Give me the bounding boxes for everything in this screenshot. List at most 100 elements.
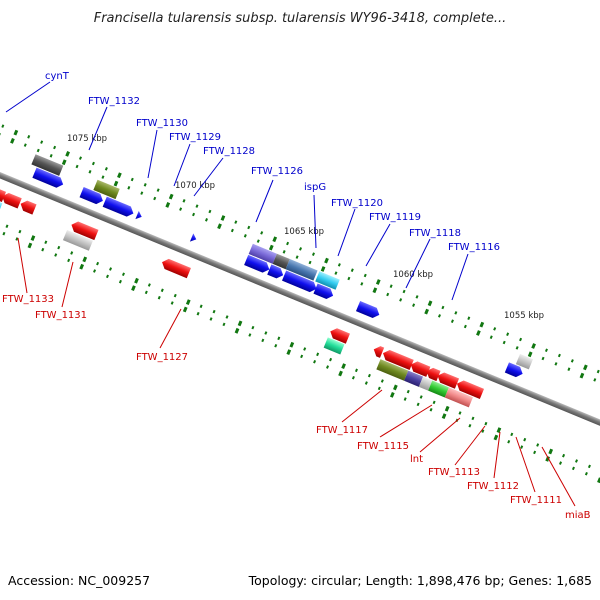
gene-forward-gray[interactable]	[515, 353, 533, 370]
gene-label[interactable]: miaB	[565, 510, 591, 521]
gene-label[interactable]: FTW_1126	[251, 166, 303, 177]
scale-dot	[182, 199, 186, 203]
gene-ftw1120[interactable]	[272, 253, 290, 270]
gene-ftw1116[interactable]	[355, 300, 381, 320]
scale-dot	[248, 333, 252, 337]
scale-dot	[587, 464, 591, 469]
gene-label[interactable]: FTW_1118	[409, 228, 461, 239]
gene-label[interactable]: FTW_1111	[510, 495, 562, 506]
gene-label[interactable]: FTW_1128	[203, 146, 255, 157]
scale-dot	[337, 263, 341, 267]
gene-reverse-red-9[interactable]	[435, 371, 460, 389]
gene-reverse-red-3[interactable]	[18, 199, 37, 215]
scale-dot	[389, 284, 393, 288]
gene-label[interactable]: FTW_1113	[428, 467, 480, 478]
scale-dot	[247, 225, 251, 230]
gene-label[interactable]: FTW_1131	[35, 310, 87, 321]
scale-dot	[104, 167, 108, 171]
tick-label: 1055 kbp	[504, 311, 544, 321]
gene-ftw1131-red[interactable]	[69, 220, 99, 241]
gene-forward-blue-2[interactable]	[79, 187, 105, 206]
gene-label[interactable]: FTW_1127	[136, 352, 188, 363]
gene-forward-blue-1[interactable]	[32, 167, 65, 190]
gene-reverse-red-4[interactable]	[328, 326, 350, 344]
gene-label[interactable]: lnt	[410, 454, 423, 465]
gene-label[interactable]: FTW_1119	[369, 212, 421, 223]
scale-dot	[286, 349, 292, 356]
gene-reverse-red-2[interactable]	[0, 191, 22, 209]
scale-dot	[261, 338, 265, 343]
scale-dot	[389, 391, 395, 398]
scale-dot	[489, 335, 493, 339]
gene-ftw1133[interactable]	[0, 201, 3, 214]
scale-dot	[272, 236, 278, 243]
scale-dot	[222, 322, 226, 327]
gene-forward-blue-8[interactable]	[282, 270, 319, 295]
gene-forward-blue-9[interactable]	[313, 283, 335, 300]
gene-ftw1115[interactable]	[376, 359, 409, 381]
scale-dot	[41, 247, 45, 252]
scale-dot	[493, 434, 499, 441]
scale-dot	[118, 279, 122, 284]
gene-ftw1118[interactable]	[315, 271, 340, 290]
gene-ftw1131[interactable]	[62, 229, 94, 251]
scale-dot	[444, 405, 450, 412]
scale-dot	[308, 260, 312, 265]
gene-ftw1132[interactable]	[31, 154, 64, 176]
gene-label[interactable]: FTW_1130	[136, 118, 188, 129]
gene-reverse-red-5[interactable]	[372, 344, 385, 358]
gene-label[interactable]: FTW_1120	[331, 198, 383, 209]
gene-label[interactable]: FTW_1133	[2, 294, 54, 305]
gene-label[interactable]: FTW_1129	[169, 132, 221, 143]
gene-forward-blue-5[interactable]	[189, 233, 198, 243]
gene-ftw1113[interactable]	[418, 376, 433, 391]
gene-label[interactable]: FTW_1112	[467, 481, 519, 492]
scale-dot	[350, 268, 354, 272]
scale-dot	[225, 315, 229, 319]
gene-reverse-red-8[interactable]	[424, 366, 441, 382]
scale-dot	[311, 252, 315, 256]
scale-dot	[429, 407, 433, 412]
scale-dot	[1, 124, 5, 128]
map-tilted	[0, 124, 600, 484]
scale-dot	[467, 316, 471, 320]
gene-lnt[interactable]	[404, 370, 424, 387]
scale-dot	[82, 256, 88, 263]
gene-forward-blue-4[interactable]	[135, 210, 143, 221]
gene-label[interactable]: FTW_1115	[357, 441, 409, 452]
gene-ftw1119[interactable]	[285, 259, 318, 281]
scale-dot	[212, 309, 216, 314]
gene-reverse-red-7[interactable]	[409, 359, 431, 377]
scale-dot	[170, 301, 174, 305]
gene-ftw1127[interactable]	[160, 257, 191, 279]
scale-dot	[2, 231, 6, 236]
gene-label[interactable]: ispG	[304, 182, 326, 193]
scale-dot	[130, 177, 134, 182]
gene-reverse-red-10[interactable]	[455, 379, 485, 400]
gene-label[interactable]: FTW_1116	[448, 242, 500, 253]
scale-dot	[432, 400, 436, 405]
gene-ftw1117[interactable]	[323, 337, 345, 355]
scale-dot	[596, 369, 600, 374]
gene-label[interactable]: FTW_1117	[316, 425, 368, 436]
gene-forward-blue-10[interactable]	[504, 362, 525, 379]
gene-forward-blue-6[interactable]	[244, 254, 271, 275]
gene-forward-blue-3[interactable]	[102, 196, 136, 219]
gene-ftw1111[interactable]	[444, 387, 473, 408]
scale-dot	[127, 186, 131, 190]
forward-genes	[31, 154, 533, 379]
gene-ispg[interactable]	[248, 243, 277, 264]
scale-dot	[441, 413, 447, 420]
gene-label[interactable]: cynT	[45, 71, 70, 82]
scale-dot	[402, 289, 406, 294]
scale-dot	[300, 354, 304, 359]
gene-reverse-red-6[interactable]	[381, 348, 414, 371]
gene-ftw1130[interactable]	[93, 179, 120, 200]
gene-label[interactable]: FTW_1132	[88, 96, 140, 107]
scale-dot	[277, 336, 281, 341]
scale-dot	[351, 375, 355, 380]
gene-forward-blue-7[interactable]	[267, 264, 285, 280]
scale-dot	[415, 295, 419, 299]
gene-ftw1112[interactable]	[428, 380, 449, 398]
scale-dot	[403, 397, 407, 401]
